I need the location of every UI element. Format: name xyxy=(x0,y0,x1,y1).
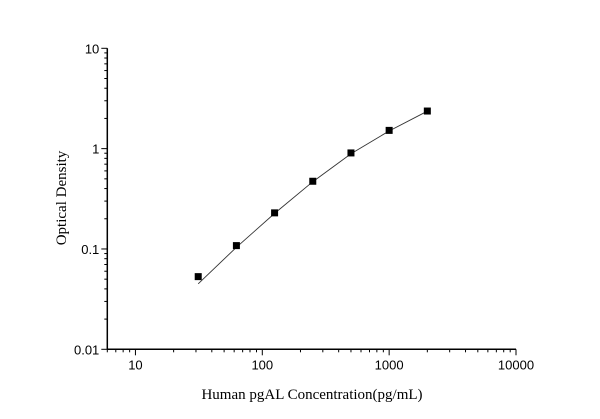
y-tick-label: 1 xyxy=(92,142,99,157)
data-point xyxy=(271,209,279,217)
x-tick-label: 10000 xyxy=(498,357,534,372)
x-axis-label: Human pgAL Concentration(pg/mL) xyxy=(201,387,422,403)
data-point xyxy=(347,149,355,157)
x-tick-label: 10 xyxy=(128,357,142,372)
x-tick-label: 1000 xyxy=(375,357,404,372)
axes xyxy=(106,48,516,351)
y-axis-label: Optical Density xyxy=(54,150,70,245)
data-point xyxy=(423,107,431,115)
ticks: 10 100 1000 10000 0.01 0.1 1 10 xyxy=(74,41,534,372)
data-point xyxy=(385,126,393,134)
y-tick-label: 0.01 xyxy=(74,342,99,357)
data-point xyxy=(232,242,240,250)
data-point xyxy=(194,273,202,281)
y-tick-label: 10 xyxy=(85,41,99,56)
fit-curve xyxy=(197,110,428,285)
y-tick-label: 0.1 xyxy=(81,242,99,257)
x-tick-label: 100 xyxy=(251,357,273,372)
data-point xyxy=(309,177,317,185)
marks xyxy=(194,107,431,285)
